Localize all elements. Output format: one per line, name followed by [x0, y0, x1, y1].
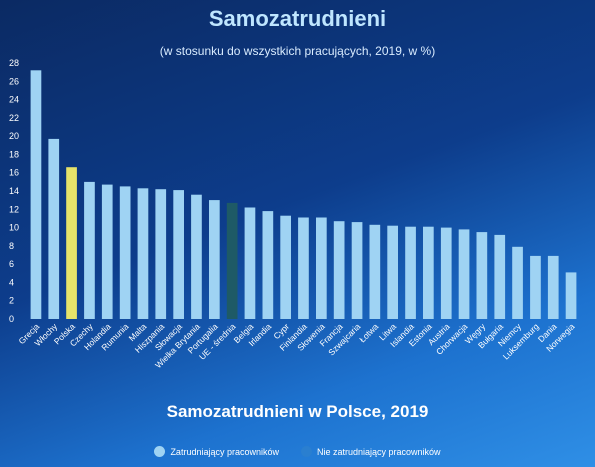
- bar[interactable]: [84, 181, 95, 319]
- y-tick-label: 12: [9, 204, 19, 214]
- bar[interactable]: [226, 202, 238, 319]
- y-tick-label: 18: [9, 149, 19, 159]
- legend-label-employing: Zatrudniający pracowników: [170, 446, 279, 457]
- bar[interactable]: [298, 217, 309, 320]
- bar[interactable]: [316, 217, 327, 320]
- x-tick-label: Łotwa: [357, 321, 380, 344]
- bar[interactable]: [155, 189, 167, 319]
- y-tick-label: 16: [9, 168, 19, 178]
- y-tick-label: 6: [9, 259, 14, 269]
- y-tick-label: 4: [9, 277, 14, 287]
- bar[interactable]: [119, 186, 131, 319]
- bar[interactable]: [512, 246, 523, 319]
- bar[interactable]: [351, 222, 363, 319]
- bar-chart: 0246810121416182022242628GrecjaWłochyPol…: [9, 58, 577, 344]
- bar[interactable]: [209, 200, 220, 319]
- bar[interactable]: [387, 225, 398, 319]
- bar[interactable]: [191, 194, 202, 319]
- bar[interactable]: [333, 221, 345, 319]
- bar[interactable]: [262, 211, 274, 319]
- chart-title: Samozatrudnieni: [208, 6, 387, 31]
- bar[interactable]: [547, 255, 559, 319]
- bar[interactable]: [30, 70, 42, 319]
- bar[interactable]: [423, 226, 434, 319]
- bar[interactable]: [458, 229, 470, 319]
- bar[interactable]: [565, 272, 577, 319]
- bar[interactable]: [530, 255, 541, 319]
- bar[interactable]: [66, 167, 77, 319]
- bar[interactable]: [476, 232, 488, 319]
- y-tick-label: 0: [9, 314, 14, 324]
- bar[interactable]: [494, 234, 506, 319]
- bar[interactable]: [48, 138, 60, 319]
- y-tick-label: 22: [9, 113, 19, 123]
- bar[interactable]: [173, 190, 184, 319]
- legend-label-non-employing: Nie zatrudniający pracowników: [317, 446, 441, 457]
- legend: Zatrudniający pracowników Nie zatrudniaj…: [0, 446, 595, 457]
- y-tick-label: 2: [9, 296, 14, 306]
- bar[interactable]: [369, 224, 381, 319]
- bar[interactable]: [137, 188, 149, 319]
- legend-marker-employing: [154, 446, 166, 457]
- y-tick-label: 26: [9, 76, 19, 86]
- bar[interactable]: [280, 215, 291, 319]
- legend-item-non-employing[interactable]: Nie zatrudniający pracowników: [301, 446, 441, 457]
- section-title: Samozatrudnieni w Polsce, 2019: [166, 402, 429, 421]
- legend-item-employing[interactable]: Zatrudniający pracowników: [154, 446, 279, 457]
- y-tick-label: 10: [9, 223, 19, 233]
- y-tick-label: 20: [9, 131, 19, 141]
- bar[interactable]: [244, 207, 256, 320]
- bar[interactable]: [101, 184, 113, 319]
- y-tick-label: 24: [9, 95, 19, 105]
- y-tick-label: 28: [9, 58, 19, 68]
- bar[interactable]: [440, 227, 452, 319]
- y-tick-label: 8: [9, 241, 14, 251]
- y-tick-label: 14: [9, 186, 19, 196]
- legend-marker-non-employing: [301, 446, 312, 457]
- chart-subtitle: (w stosunku do wszystkich pracujących, 2…: [159, 44, 436, 58]
- bar[interactable]: [405, 226, 416, 319]
